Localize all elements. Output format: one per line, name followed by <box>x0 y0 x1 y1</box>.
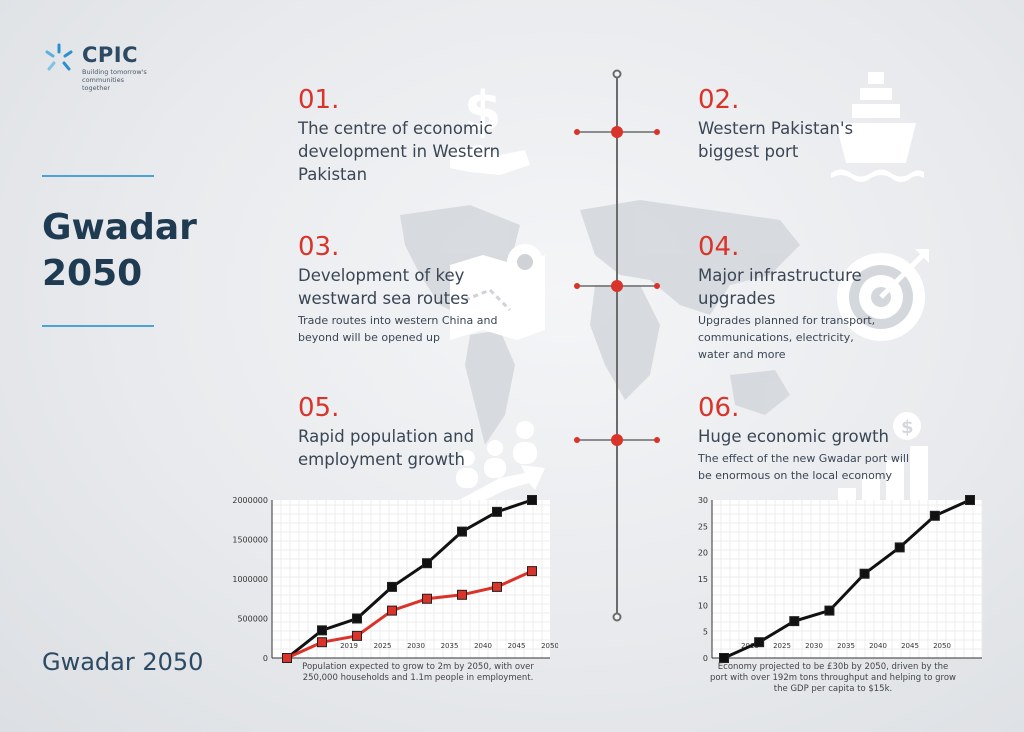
title-rule-top <box>42 175 154 177</box>
item-description: Upgrades planned for transport, communic… <box>698 314 876 361</box>
y-tick-label: 1500000 <box>232 536 268 545</box>
world-map-background <box>400 200 800 445</box>
x-tick-label: 2025 <box>773 642 791 650</box>
data-point <box>317 637 327 648</box>
footer-title: Gwadar 2050 <box>42 648 204 676</box>
item-heading: Development of key westward sea routes <box>298 266 469 308</box>
series-line <box>286 569 533 660</box>
data-point <box>492 506 502 517</box>
item-number: 04. <box>698 232 740 262</box>
x-tick-label: 2019 <box>340 642 358 650</box>
item-02: 02. Western Pakistan's biggest port <box>698 86 938 163</box>
x-tick-label: 2045 <box>508 642 526 650</box>
item-03: 03. Development of key westward sea rout… <box>298 233 538 346</box>
svg-text:$: $ <box>464 80 502 143</box>
item-number: 05. <box>298 393 340 423</box>
x-tick-label: 2035 <box>837 642 855 650</box>
data-point <box>457 526 467 537</box>
ship-icon <box>831 72 924 182</box>
y-tick-label: 1000000 <box>232 575 268 584</box>
item-06: 06. Huge economic growth The effect of t… <box>698 394 938 484</box>
y-tick-label: 15 <box>698 575 708 584</box>
x-tick-label: 2050 <box>933 642 951 650</box>
cpic-logo-icon <box>45 43 73 71</box>
plot-area <box>272 500 550 658</box>
item-heading: Western Pakistan's biggest port <box>698 119 854 161</box>
data-point <box>282 653 292 663</box>
x-tick-label: 2040 <box>474 642 492 650</box>
population-chart: 0 500000 1000000 1500000 2000000 2019 2025 2030… <box>232 495 558 663</box>
y-tick-label: 20 <box>698 549 708 558</box>
y-tick-label: 500000 <box>237 615 268 624</box>
dollar-hand-icon: $ <box>450 80 530 175</box>
data-point <box>317 625 327 636</box>
population-chart-caption: Population expected to grow to 2m by 205… <box>302 662 534 683</box>
data-point <box>859 568 870 579</box>
item-01: 01. The centre of economic development i… <box>298 86 538 186</box>
y-tick-label: 10 <box>698 601 708 610</box>
series-line <box>286 498 533 660</box>
data-point <box>527 495 537 505</box>
item-04: 04. Major infrastructure upgrades Upgrad… <box>698 233 938 363</box>
y-tick-label: 2000000 <box>232 496 268 505</box>
brand-tagline: Building tomorrow's communities together <box>82 68 147 92</box>
data-point <box>754 637 765 648</box>
page-title: Gwadar 2050 <box>42 207 197 294</box>
x-tick-label: 2040 <box>869 642 887 650</box>
x-tick-label: 2045 <box>901 642 919 650</box>
data-point <box>457 589 467 600</box>
y-tick-label: 25 <box>698 522 708 531</box>
y-tick-label: 0 <box>703 654 708 663</box>
timeline <box>574 69 660 622</box>
item-description: The effect of the new Gwadar port will b… <box>698 452 910 482</box>
timeline-node-1 <box>574 126 660 138</box>
y-tick-label: 5 <box>703 628 708 637</box>
data-point <box>789 616 800 627</box>
title-rule-bottom <box>42 325 154 327</box>
item-number: 02. <box>698 85 740 115</box>
data-point <box>527 566 537 577</box>
item-heading: The centre of economic development in We… <box>298 119 501 184</box>
data-point <box>422 593 432 604</box>
x-tick-label: 2035 <box>441 642 459 650</box>
data-point <box>352 630 362 641</box>
map-pin-icon <box>450 244 545 340</box>
data-point <box>492 581 502 592</box>
x-tick-label: 2050 <box>541 642 558 650</box>
timeline-node-3 <box>574 434 660 446</box>
economy-chart-caption: Economy projected to be £30b by 2050, dr… <box>710 662 956 694</box>
x-tick-label: 2025 <box>374 642 392 650</box>
item-description: Trade routes into western China and beyo… <box>298 314 498 344</box>
data-point <box>965 495 975 505</box>
item-heading: Major infrastructure upgrades <box>698 266 862 308</box>
y-tick-label: 0 <box>263 654 268 663</box>
item-05: 05. Rapid population and employment grow… <box>298 394 538 471</box>
item-number: 06. <box>698 393 740 423</box>
x-tick-label: 2030 <box>407 642 425 650</box>
brand-name: CPIC <box>82 43 139 67</box>
timeline-node-2 <box>574 280 660 292</box>
series-line <box>723 498 971 660</box>
data-point <box>352 613 362 624</box>
item-number: 03. <box>298 232 340 262</box>
data-point <box>387 581 397 592</box>
data-point <box>387 605 397 616</box>
data-point <box>824 605 835 616</box>
x-tick-label: 2030 <box>805 642 823 650</box>
people-growth-icon <box>456 421 545 518</box>
target-icon <box>837 249 929 341</box>
item-heading: Huge economic growth <box>698 427 889 446</box>
data-point <box>929 510 940 521</box>
item-number: 01. <box>298 85 340 115</box>
data-point <box>894 542 905 553</box>
item-heading: Rapid population and employment growth <box>298 427 475 469</box>
data-point <box>719 653 729 663</box>
data-point <box>422 558 432 569</box>
brand-logo: CPIC Building tomorrow's communities tog… <box>42 42 152 92</box>
svg-text:$: $ <box>901 417 914 438</box>
y-tick-label: 30 <box>698 496 708 505</box>
